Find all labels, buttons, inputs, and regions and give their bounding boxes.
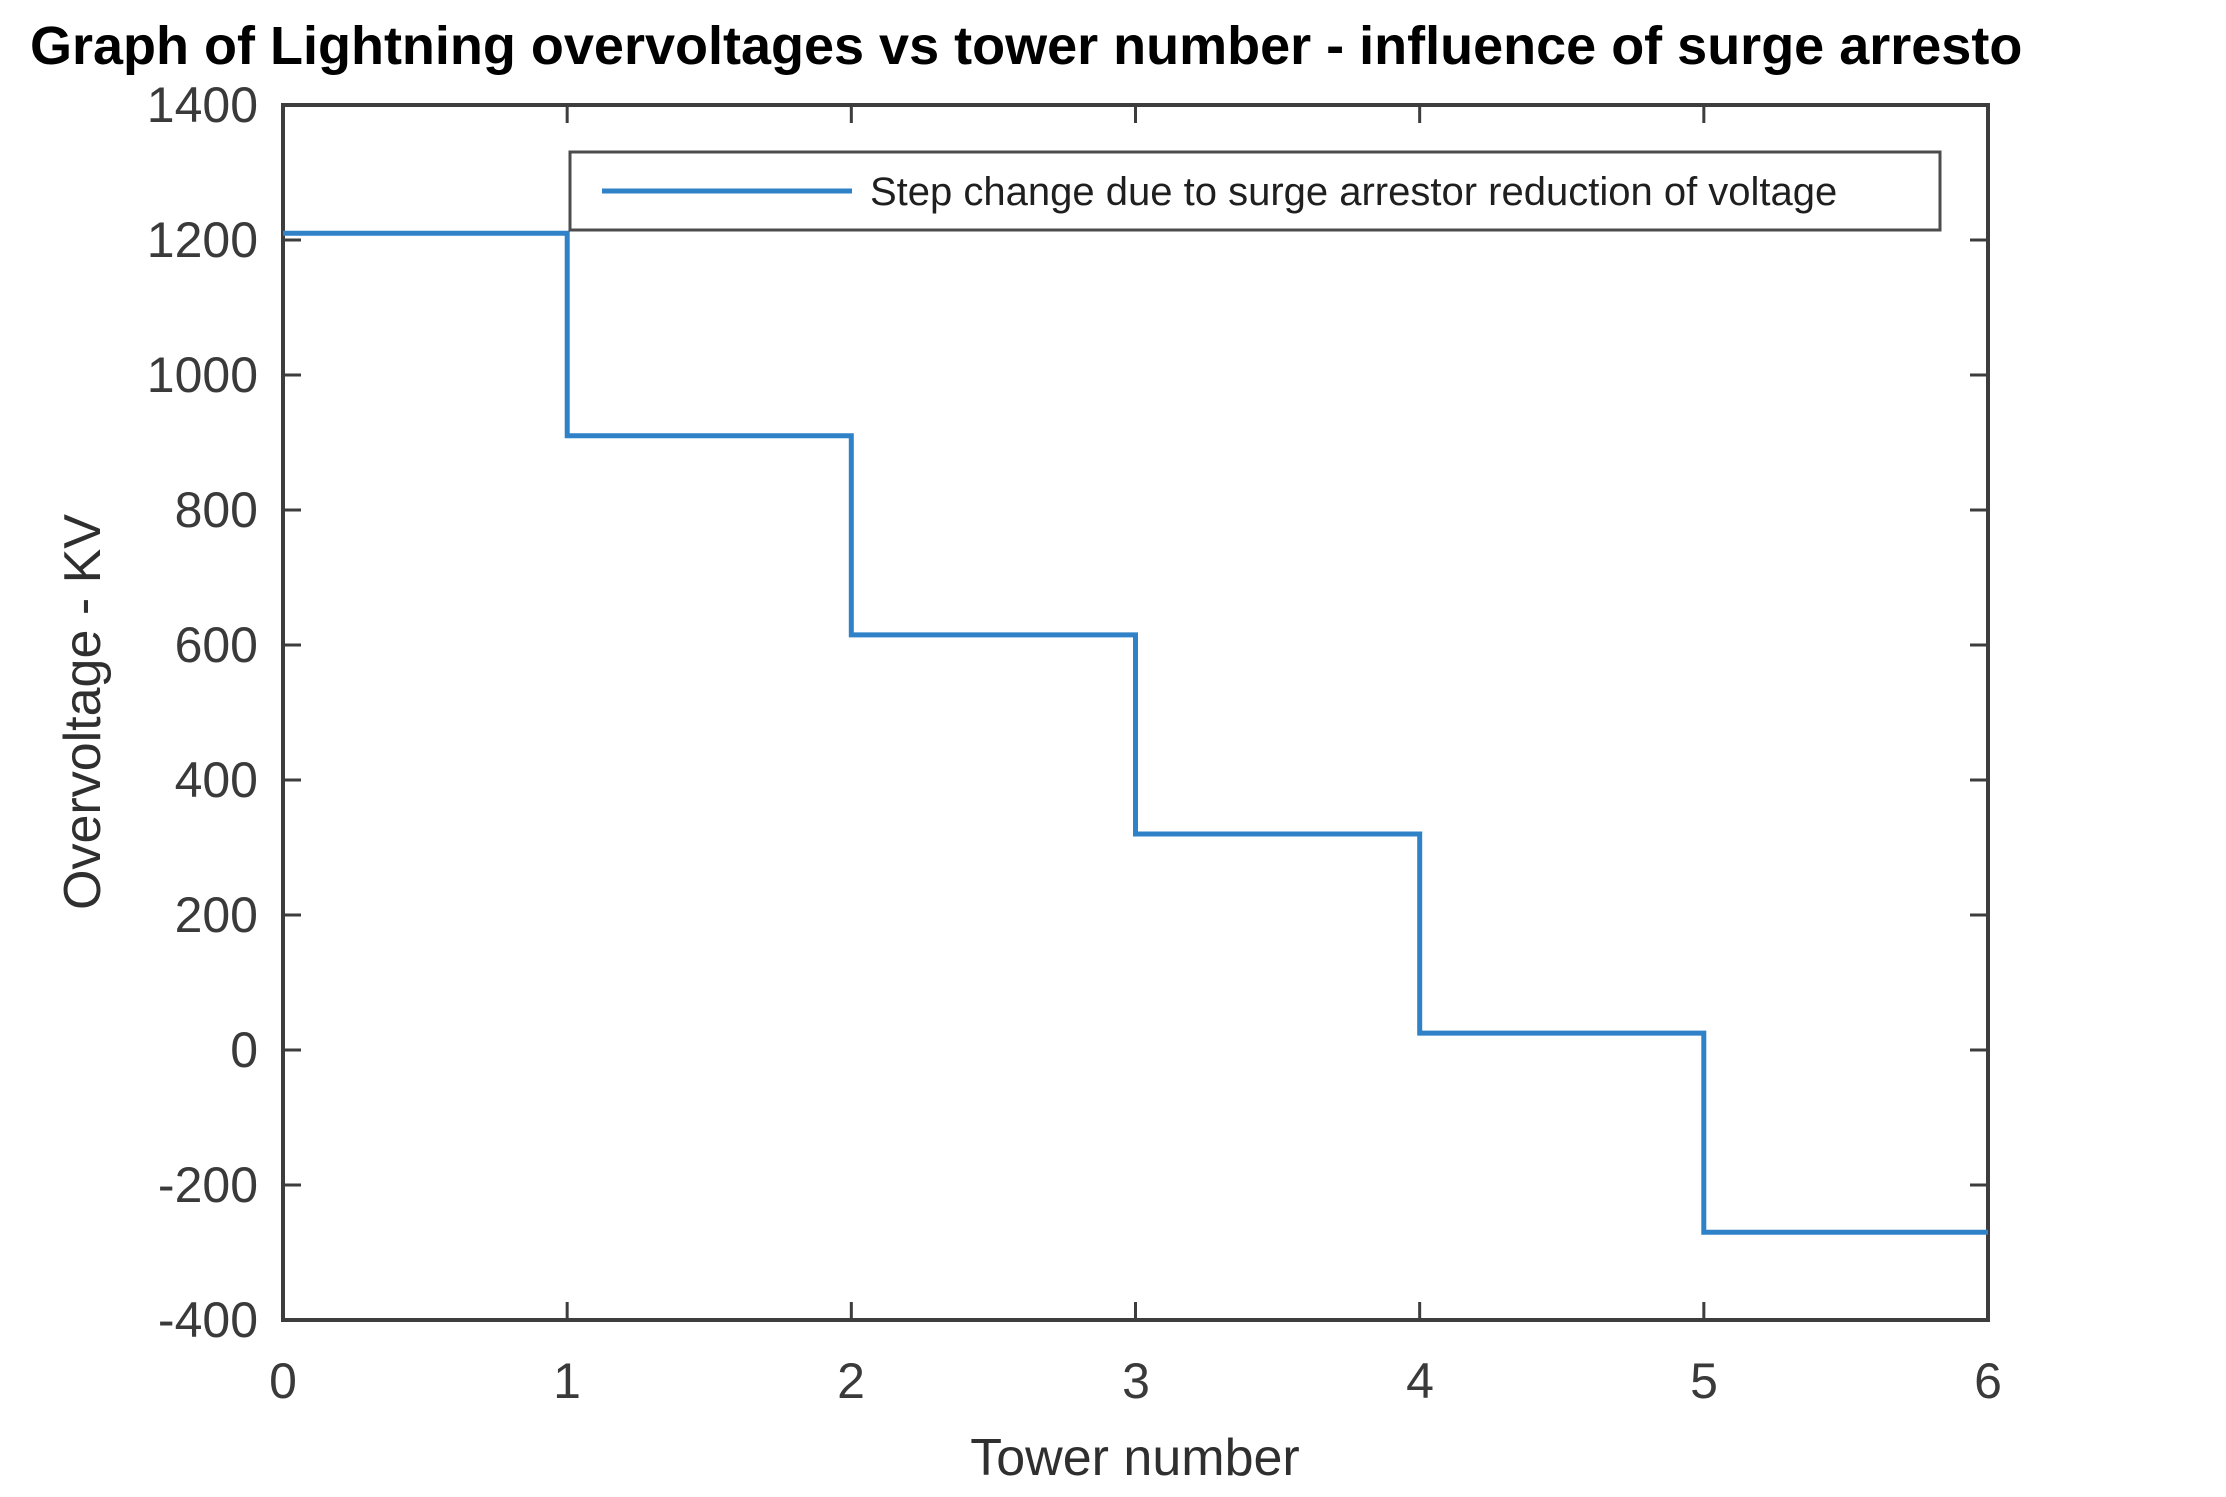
x-tick-label: 3 xyxy=(1122,1353,1150,1409)
y-axis-label: Overvoltage - KV xyxy=(54,514,112,910)
x-tick-label: 2 xyxy=(837,1353,865,1409)
y-tick-labels: 1400 1200 1000 800 600 400 200 0 -200 -4… xyxy=(147,77,258,1348)
y-tick-label: 400 xyxy=(175,752,258,808)
y-tick-label: 1400 xyxy=(147,77,258,133)
x-tick-label: 6 xyxy=(1974,1353,2002,1409)
x-tick-label: 1 xyxy=(553,1353,581,1409)
tick-marks xyxy=(281,103,1990,1322)
x-tick-labels: 0 1 2 3 4 5 6 xyxy=(269,1353,2002,1409)
y-tick-label: 1000 xyxy=(147,347,258,403)
step-line xyxy=(283,230,1988,1235)
x-axis-label: Tower number xyxy=(970,1429,1299,1487)
x-tick-label: 5 xyxy=(1690,1353,1718,1409)
x-tick-label: 0 xyxy=(269,1353,297,1409)
y-tick-label: 0 xyxy=(230,1022,258,1078)
legend: Step change due to surge arrestor reduct… xyxy=(568,150,1942,232)
legend-label: Step change due to surge arrestor reduct… xyxy=(870,170,1837,214)
y-tick-label: 1200 xyxy=(147,212,258,268)
chart-title: Graph of Lightning overvoltages vs tower… xyxy=(30,16,2022,76)
y-tick-label: 800 xyxy=(175,482,258,538)
legend-box xyxy=(568,150,1942,232)
y-tick-label: 200 xyxy=(175,887,258,943)
x-tick-label: 4 xyxy=(1406,1353,1434,1409)
y-tick-label: 600 xyxy=(175,617,258,673)
y-tick-label: -400 xyxy=(158,1292,258,1348)
y-tick-label: -200 xyxy=(158,1157,258,1213)
